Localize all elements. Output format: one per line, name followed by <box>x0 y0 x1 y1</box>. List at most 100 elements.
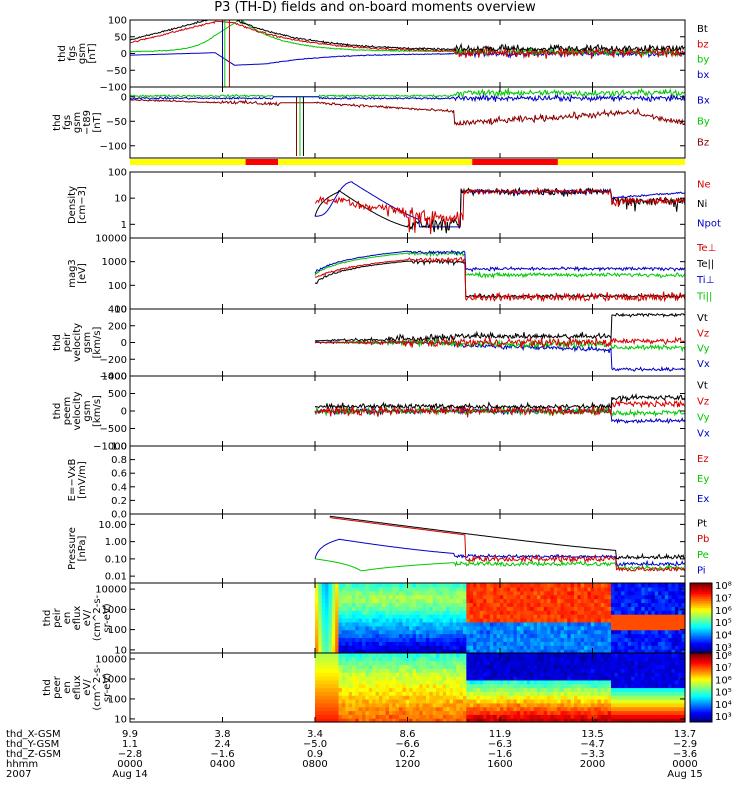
spectrogram-cell <box>348 590 353 596</box>
spectrogram-cell <box>422 660 427 666</box>
spectrogram-cell <box>587 645 592 650</box>
spectrogram-cell <box>614 653 619 658</box>
spectrogram-cell <box>678 633 683 639</box>
colorbar-segment <box>690 633 712 636</box>
spectrogram-cell <box>654 706 659 712</box>
spectrogram-cell <box>574 602 578 607</box>
spectrogram-cell <box>513 629 518 635</box>
spectrogram-cell <box>637 610 642 615</box>
spectrogram-cell <box>661 668 666 673</box>
spectrogram-cell <box>577 683 582 689</box>
spectrogram-cell <box>432 625 437 631</box>
spectrogram-cell <box>483 621 488 627</box>
spectrogram-cell <box>328 656 333 662</box>
spectrogram-cell <box>530 606 535 611</box>
spectrogram-cell <box>476 672 481 677</box>
spectrogram-cell <box>415 586 420 592</box>
spectrogram-cell <box>395 660 400 666</box>
spectrogram-cell <box>513 702 518 708</box>
spectrogram-cell <box>570 586 575 592</box>
spectrogram-cell <box>530 610 535 615</box>
spectrogram-cell <box>560 653 565 658</box>
spectrogram-cell <box>654 583 659 588</box>
spectrogram-cell <box>466 625 471 631</box>
spectrogram-cell <box>644 583 649 588</box>
spectrogram-cell <box>617 629 622 635</box>
spectrogram-cell <box>584 641 589 646</box>
spectrogram-cell <box>335 641 340 646</box>
spectrogram-cell <box>671 602 676 607</box>
spectrogram-cell <box>560 594 565 600</box>
spectrogram-cell <box>335 629 340 635</box>
spectrogram-cell <box>463 687 467 692</box>
spectrogram-cell <box>671 714 676 719</box>
spectrogram-cell <box>459 687 464 692</box>
spectrogram-cell <box>674 710 679 715</box>
spectrogram-cell <box>523 660 528 666</box>
spectrogram-cell <box>627 718 632 723</box>
spectrogram-cell <box>439 664 444 669</box>
spectrogram-cell <box>641 718 646 723</box>
spectrogram-cell <box>358 633 363 639</box>
spectrogram-cell <box>372 625 377 631</box>
spectrogram-cell <box>486 606 491 611</box>
spectrogram-cell <box>335 660 340 666</box>
spectrogram-cell <box>415 625 420 631</box>
spectrogram-cell <box>621 714 626 719</box>
spectrogram-cell <box>637 676 642 681</box>
spectrogram-cell <box>607 641 612 646</box>
spectrogram-cell <box>627 621 632 627</box>
spectrogram-cell <box>631 656 636 662</box>
spectrogram-cell <box>449 660 454 666</box>
spectrogram-cell <box>419 664 424 669</box>
spectrogram-cell <box>486 641 491 646</box>
spectrogram-cell <box>479 714 484 719</box>
spectrogram-cell <box>368 672 373 677</box>
spectrogram-cell <box>506 598 511 604</box>
spectrogram-cell <box>378 649 383 654</box>
spectrogram-cell <box>432 653 437 658</box>
spectrogram-cell <box>543 679 548 685</box>
spectrogram-cell <box>510 598 515 604</box>
spectrogram-cell <box>557 676 562 681</box>
spectrogram-cell <box>668 583 673 588</box>
spectrogram-cell <box>375 610 380 615</box>
spectrogram-cell <box>345 594 350 600</box>
spectrogram-cell <box>362 660 367 666</box>
spectrogram-cell <box>674 706 679 712</box>
spectrogram-cell <box>597 621 602 627</box>
spectrogram-cell <box>513 660 518 666</box>
spectrogram-cell <box>368 676 373 681</box>
spectrogram-cell <box>436 645 441 650</box>
spectrogram-cell <box>422 656 427 662</box>
y-tick-label: 1.00 <box>105 537 127 548</box>
spectrogram-cell <box>523 699 528 704</box>
spectrogram-cell <box>422 699 427 704</box>
spectrogram-cell <box>341 594 346 600</box>
spectrogram-cell <box>459 683 464 689</box>
spectrogram-cell <box>648 664 652 669</box>
spectrogram-cell <box>415 633 420 639</box>
spectrogram-cell <box>483 610 488 615</box>
spectrogram-cell <box>580 718 585 723</box>
spectrogram-cell <box>520 687 525 692</box>
spectrogram-cell <box>560 699 565 704</box>
spectrogram-cell <box>614 660 619 666</box>
x-tick-label: 1.1 <box>122 739 138 750</box>
spectrogram-cell <box>641 594 646 600</box>
spectrogram-cell <box>352 625 356 631</box>
x-tick-label: 13.5 <box>581 729 603 740</box>
spectrogram-cell <box>540 656 545 662</box>
colorbar-segment <box>690 630 712 633</box>
spectrogram-cell <box>352 672 356 677</box>
spectrogram-cell <box>466 629 471 635</box>
spectrogram-cell <box>479 699 484 704</box>
spectrogram-cell <box>378 718 383 723</box>
spectrogram-cell <box>678 610 683 615</box>
spectrogram-cell <box>355 621 360 627</box>
spectrogram-cell <box>402 594 407 600</box>
spectrogram-cell <box>607 598 612 604</box>
spectrogram-cell <box>362 606 367 611</box>
spectrogram-cell <box>409 610 414 615</box>
spectrogram-cell <box>658 633 663 639</box>
